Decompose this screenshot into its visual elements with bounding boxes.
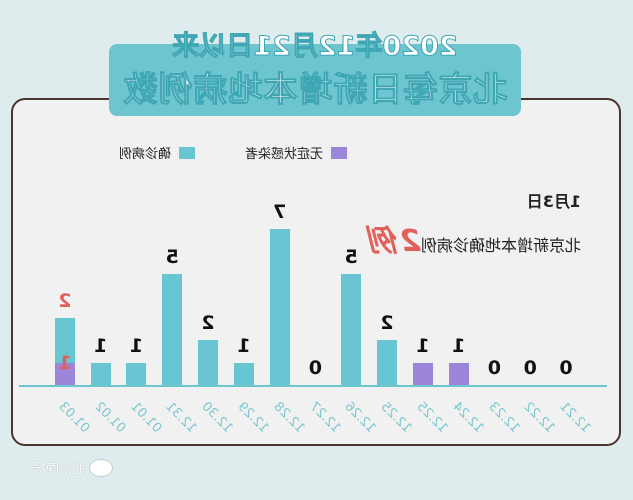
title-banner: 2020年12月21日以来 北京每日新增本地病例数 [109,31,521,116]
value-label: 2 [201,312,215,335]
weibo-icon [89,458,113,477]
bar-confirmed [90,362,111,385]
x-axis [19,385,607,387]
value-label: 1 [452,334,466,357]
bar-confirmed [126,362,147,385]
value-label: 0 [559,357,573,379]
bar-confirmed [341,273,362,385]
logo: 北京晚报 [33,458,113,477]
legend-swatch-confirmed [179,146,195,159]
bar-asymptomatic [448,362,469,385]
legend-swatch-asymptomatic [331,146,347,159]
legend-label-asymptomatic: 无症状感染者 [244,147,323,162]
legend-asymptomatic: 无症状感染者 [245,143,347,162]
value-label: 1 [129,334,144,357]
bar-confirmed [162,273,183,385]
value-label: 2 [380,312,394,335]
annotation: 1月3日 北京新增本地确诊病例2例 [370,188,581,260]
value-label: 0 [308,357,323,379]
value-label: 1 [237,334,251,357]
bar-confirmed [377,340,397,385]
legend-confirmed: 确诊病例 [119,143,195,162]
logo-text: 北京晚报 [32,462,85,477]
bar-asymptomatic [412,362,433,385]
title-line1: 2020年12月21日以来 [172,31,458,63]
bar-confirmed [233,362,254,385]
value-label: 2 [58,290,72,313]
legend-label-confirmed: 确诊病例 [118,147,171,162]
annotation-date: 1月3日 [526,192,581,211]
title-line2: 北京每日新增本地病例数 [122,70,508,111]
value-label: 5 [344,245,358,268]
value-label: 0 [487,357,502,379]
value-label: 1 [416,334,430,357]
value-label: 0 [523,357,537,379]
value-label: 7 [273,200,287,223]
value-label: 1 [94,334,108,357]
value-label: 5 [165,245,179,268]
annotation-text: 北京新增本地确诊病例 [420,236,581,255]
annotation-highlight: 2例 [370,224,421,259]
bar-confirmed [269,228,290,385]
inner-value-label: 1 [58,352,72,375]
bar-confirmed [198,340,218,385]
